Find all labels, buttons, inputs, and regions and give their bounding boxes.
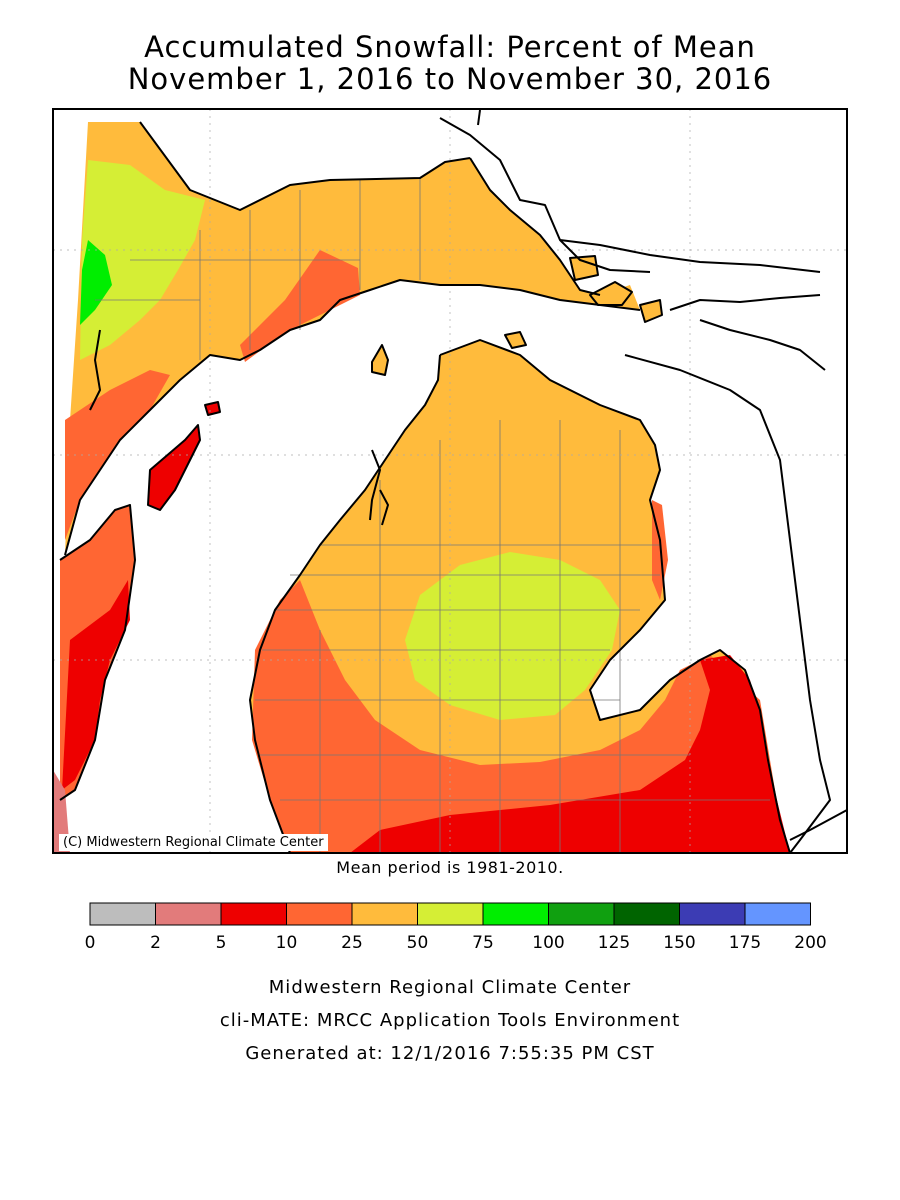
map-title: Accumulated Snowfall: Percent of Mean [144,30,756,64]
legend-bin [351,902,418,926]
mean-period-note: Mean period is 1981-2010. [336,858,564,877]
legend-bin [744,902,811,926]
legend-bin [548,902,615,926]
legend-bin [89,902,156,926]
footer-tool: cli-MATE: MRCC Application Tools Environ… [219,1010,681,1031]
legend-tick-label: 125 [598,933,630,953]
legend-bin [679,902,746,926]
footer-generated: Generated at: 12/1/2016 7:55:35 PM CST [245,1043,655,1064]
legend-tick-label: 50 [407,933,429,953]
legend-tick-label: 10 [276,933,298,953]
upper-peninsula [65,122,640,555]
copyright-label: (C) Midwestern Regional Climate Center [59,834,328,851]
legend-tick-label: 25 [341,933,363,953]
legend-bin [155,902,222,926]
legend-bin [417,902,484,926]
legend-bin [482,902,549,926]
legend-bin [286,902,353,926]
legend-bin [220,902,287,926]
legend-tick-label: 200 [794,933,826,953]
legend-tick-label: 0 [85,933,96,953]
footer-org: Midwestern Regional Climate Center [268,977,632,998]
legend-tick-label: 75 [472,933,494,953]
color-legend: 0 2 5 10 25 50 75 100 125 150 175 200 [85,902,827,953]
snowfall-map [52,108,848,854]
legend-tick-label: 5 [216,933,227,953]
legend-tick-label: 150 [663,933,695,953]
legend-bin [613,902,680,926]
legend-tick-label: 2 [150,933,161,953]
legend-tick-label: 100 [532,933,564,953]
map-date-range: November 1, 2016 to November 30, 2016 [127,62,773,96]
legend-tick-label: 175 [729,933,761,953]
